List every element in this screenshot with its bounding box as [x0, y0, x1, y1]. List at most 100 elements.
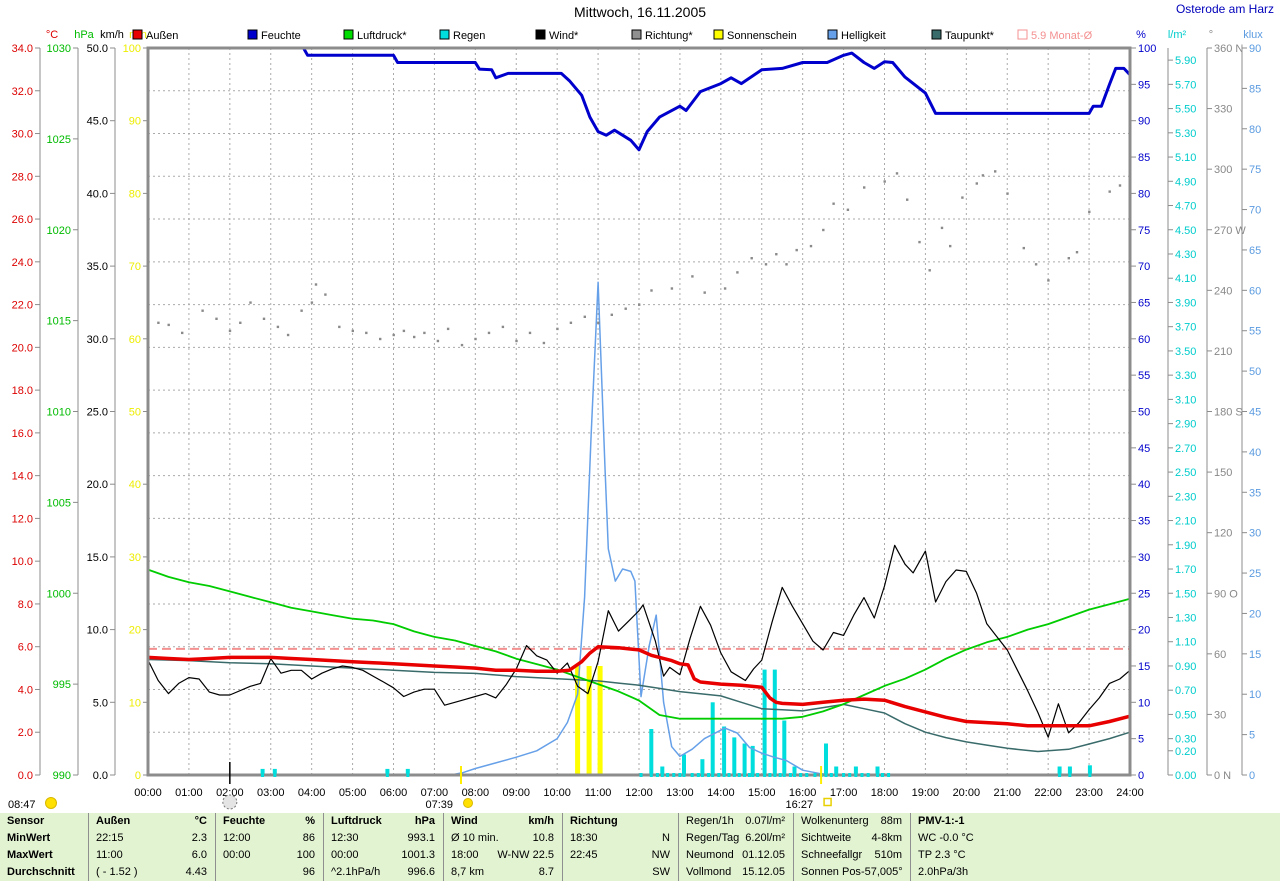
table-column-feuchte: Feuchte% 12:00 86 00:00 100 96: [215, 813, 323, 881]
cell-label: 11:00: [96, 849, 123, 861]
dot-richtung: [542, 341, 546, 345]
rain-axis-tick: [639, 773, 643, 777]
legend-item-wind: Wind*: [535, 29, 579, 42]
dot-richtung: [324, 293, 327, 296]
bar-regen: [405, 768, 410, 775]
time-label: 23:00: [1075, 787, 1103, 799]
dot-richtung: [583, 315, 586, 318]
dot-richtung: [723, 287, 727, 290]
time-label: 20:00: [953, 787, 981, 799]
tick-label-lux: 90: [1249, 43, 1261, 55]
tick-label-rain: 2.90: [1175, 419, 1196, 431]
legend-swatch-richtung: [631, 29, 642, 40]
tick-label-rain: 4.30: [1175, 249, 1196, 261]
rain-axis-tick: [690, 773, 694, 777]
dot-richtung: [750, 257, 753, 260]
tick-label-lux: 45: [1249, 407, 1261, 419]
tick-label-temp: 16.0: [12, 428, 33, 440]
dot-richtung: [460, 343, 464, 347]
dot-richtung: [610, 313, 613, 316]
legend-label-feuchte: Feuchte: [261, 30, 301, 42]
rain-axis-tick: [649, 773, 653, 777]
dot-richtung: [446, 327, 450, 331]
dot-richtung: [981, 174, 985, 177]
cell-label: MinWert: [7, 832, 51, 844]
rain-axis-tick: [655, 773, 659, 777]
table-column-row-labels: Sensor MinWert MaxWert Durchschnitt: [0, 813, 88, 881]
dot-richtung: [310, 301, 314, 304]
tick-label-hum: 50: [1138, 407, 1150, 419]
dot-richtung: [515, 339, 518, 343]
dot-richtung: [351, 329, 354, 333]
cell-value: 01.12.05: [742, 849, 785, 861]
tick-label-lux: 55: [1249, 326, 1261, 338]
legend-label-wind: Wind*: [549, 30, 579, 42]
rain-axis-tick: [763, 773, 767, 777]
bar-sonnenschein: [575, 666, 581, 775]
rain-axis-tick: [773, 773, 777, 777]
cell-label: 22:45: [570, 849, 598, 861]
tick-label-lux: 65: [1249, 245, 1261, 257]
tick-label-press: 1020: [47, 225, 71, 237]
table-cell: MinWert: [0, 830, 88, 847]
dot-richtung: [436, 339, 440, 343]
tick-label-lux: 30: [1249, 528, 1261, 540]
cell-value: 0.07l/m²: [745, 815, 785, 827]
rain-axis-tick: [880, 773, 884, 777]
time-label: 18:00: [871, 787, 899, 799]
bar-regen: [710, 702, 715, 775]
tick-label-dir: 240: [1214, 285, 1232, 297]
bar-regen: [1067, 766, 1072, 775]
dot-richtung: [239, 321, 242, 324]
dot-richtung: [918, 240, 921, 244]
rain-axis-tick: [876, 773, 880, 777]
rain-axis-tick: [756, 773, 760, 777]
dot-richtung: [809, 244, 813, 248]
cell-value: %: [305, 815, 315, 827]
cell-label: Feuchte: [223, 815, 266, 827]
rain-axis-tick: [848, 773, 852, 777]
dot-richtung: [994, 170, 997, 173]
dot-richtung: [228, 329, 232, 333]
rain-axis-tick: [707, 773, 711, 777]
tick-label-temp: 18.0: [12, 385, 33, 397]
tick-label-wind: 25.0: [87, 407, 108, 419]
table-cell: SW: [563, 864, 678, 881]
cell-label: 8,7 km: [451, 866, 485, 878]
dot-richtung: [795, 248, 798, 252]
dot-richtung: [1034, 263, 1038, 266]
tick-label-rain: 1.70: [1175, 564, 1196, 576]
tick-label-lux: 35: [1249, 487, 1261, 499]
dot-richtung: [883, 180, 886, 183]
bar-regen: [1057, 766, 1062, 775]
cell-label: Schneefallgr: [801, 849, 863, 861]
tick-label-hum: 70: [1138, 261, 1150, 273]
series-helligkeit-line: [148, 281, 1130, 776]
bar-regen: [272, 768, 277, 775]
table-cell: 96: [216, 864, 323, 881]
cell-label: 00:00: [223, 849, 251, 861]
moon-icon: [45, 797, 57, 809]
tick-label-dir: 0 N: [1214, 770, 1231, 782]
time-label: 08:00: [462, 787, 490, 799]
tick-label-rain: 0.90: [1175, 661, 1196, 673]
cell-label: Luftdruck: [331, 815, 382, 827]
tick-label-hum: 35: [1138, 516, 1150, 528]
cell-label: Regen/1h: [686, 815, 734, 827]
tick-label-wind: 45.0: [87, 116, 108, 128]
rain-axis-tick: [700, 773, 704, 777]
tick-label-dir: 270 W: [1214, 225, 1246, 237]
table-cell: 12:30 993.1: [324, 830, 443, 847]
cell-label: 18:30: [570, 832, 598, 844]
cell-label: Sichtweite: [801, 832, 852, 844]
table-cell: Wolkenunterg 88m: [794, 813, 910, 830]
table-cell: Luftdruck hPa: [324, 813, 443, 830]
cell-label: Wind: [451, 815, 478, 827]
dot-richtung: [940, 226, 944, 230]
cell-label: ^2.1hPa/h: [331, 866, 381, 878]
table-cell: Außen °C: [89, 813, 215, 830]
cell-value: 10.8: [532, 832, 554, 844]
dot-richtung: [846, 208, 850, 211]
bar-regen: [1087, 765, 1092, 775]
dot-richtung: [413, 335, 416, 339]
